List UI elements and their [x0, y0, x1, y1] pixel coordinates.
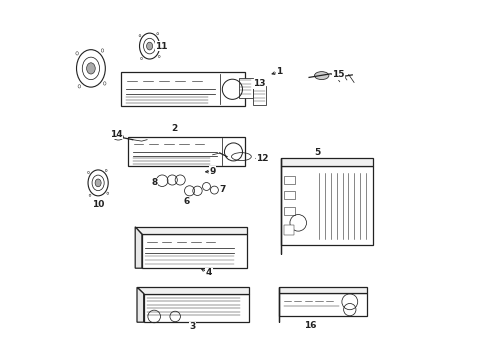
Text: 4: 4	[206, 269, 212, 277]
Bar	[284, 176, 295, 184]
Polygon shape	[137, 287, 144, 322]
Ellipse shape	[87, 63, 95, 74]
Text: 14: 14	[110, 130, 122, 139]
Ellipse shape	[315, 72, 329, 80]
Text: 8: 8	[151, 178, 157, 187]
Bar	[128, 137, 245, 166]
Text: 5: 5	[314, 148, 320, 157]
Bar	[284, 207, 295, 215]
Text: 16: 16	[303, 321, 316, 330]
Text: 11: 11	[155, 41, 168, 50]
Text: 2: 2	[172, 124, 178, 133]
Ellipse shape	[147, 42, 152, 50]
Bar	[284, 225, 294, 235]
Text: 15: 15	[332, 71, 345, 79]
Polygon shape	[135, 227, 142, 268]
Polygon shape	[279, 287, 368, 293]
Text: 6: 6	[184, 197, 190, 206]
Ellipse shape	[95, 179, 101, 187]
Bar	[144, 293, 248, 322]
Text: 3: 3	[190, 323, 196, 331]
Polygon shape	[135, 227, 247, 234]
Text: 13: 13	[253, 79, 266, 88]
Bar	[252, 85, 266, 105]
Text: 9: 9	[209, 167, 216, 176]
Text: 10: 10	[92, 200, 104, 209]
Bar	[121, 72, 245, 106]
Text: 1: 1	[276, 68, 282, 77]
Bar	[239, 78, 252, 98]
Bar	[284, 192, 295, 199]
Bar	[279, 293, 368, 316]
Polygon shape	[137, 287, 248, 293]
Text: 7: 7	[220, 185, 226, 194]
Bar	[142, 234, 247, 268]
Bar	[281, 166, 373, 245]
Text: 12: 12	[256, 154, 269, 163]
Polygon shape	[281, 158, 373, 166]
